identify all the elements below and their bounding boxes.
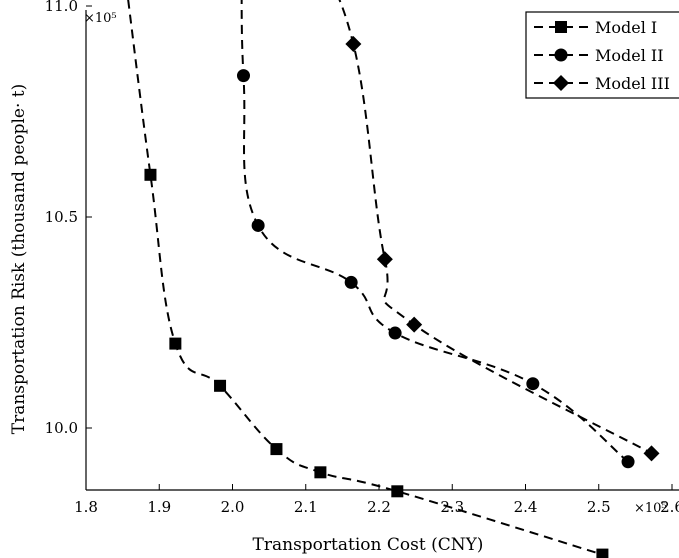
x-tick-label: 2.2: [367, 498, 391, 516]
x-multiplier: ×10⁵: [634, 501, 667, 516]
data-point: [643, 445, 660, 462]
legend-items: Model I Model II Model III: [534, 18, 670, 93]
legend-item: Model III: [534, 74, 670, 93]
data-point: [270, 443, 283, 456]
x-tick-label: 2.6: [660, 498, 679, 516]
series-2: [236, 0, 635, 469]
data-point: [214, 379, 227, 392]
x-tick-label: 1.9: [147, 498, 171, 516]
legend-item: Model I: [534, 18, 657, 37]
data-point: [236, 69, 250, 83]
plot-area: [85, 10, 679, 491]
data-point: [406, 316, 423, 333]
data-point: [169, 337, 182, 350]
y-tick-label: 11.0: [45, 0, 78, 15]
data-point: [621, 455, 635, 469]
y-multiplier: ×10⁵: [84, 11, 117, 26]
data-point: [314, 466, 327, 479]
x-axis-title: Transportation Cost (CNY): [253, 535, 484, 555]
x-tick-label: 2.4: [514, 498, 538, 516]
series-1: [127, 0, 609, 558]
data-point: [376, 251, 393, 268]
y-ticks: 10.010.511.011.5: [45, 0, 92, 437]
legend: Model I Model II Model III: [525, 11, 679, 99]
data-point: [596, 548, 609, 558]
data-point: [251, 218, 265, 232]
x-tick-label: 2.1: [294, 498, 318, 516]
legend-label: Model I: [595, 18, 657, 37]
data-point: [344, 275, 358, 289]
x-tick-label: 1.8: [74, 498, 98, 516]
y-tick-label: 10.5: [45, 208, 78, 226]
series-3: [338, 0, 660, 462]
data-point: [391, 485, 404, 498]
x-ticks: 1.81.92.02.12.22.32.42.52.6: [74, 484, 679, 516]
series-line: [338, 0, 652, 455]
x-tick-label: 2.5: [587, 498, 611, 516]
legend-item: Model II: [534, 46, 664, 65]
series-line: [240, 0, 629, 463]
series-layer: [127, 0, 660, 558]
y-tick-label: 10.0: [45, 419, 78, 437]
legend-marker: [555, 21, 567, 33]
y-axis-title: Transportation Risk (thousand people· t): [9, 84, 29, 435]
legend-marker: [554, 48, 568, 62]
data-point: [526, 377, 540, 391]
legend-label: Model II: [595, 46, 664, 65]
legend-label: Model III: [595, 74, 670, 93]
x-tick-label: 2.0: [221, 498, 245, 516]
data-point: [144, 168, 157, 181]
legend-marker: [553, 75, 569, 91]
data-point: [388, 326, 402, 340]
data-point: [345, 35, 362, 52]
